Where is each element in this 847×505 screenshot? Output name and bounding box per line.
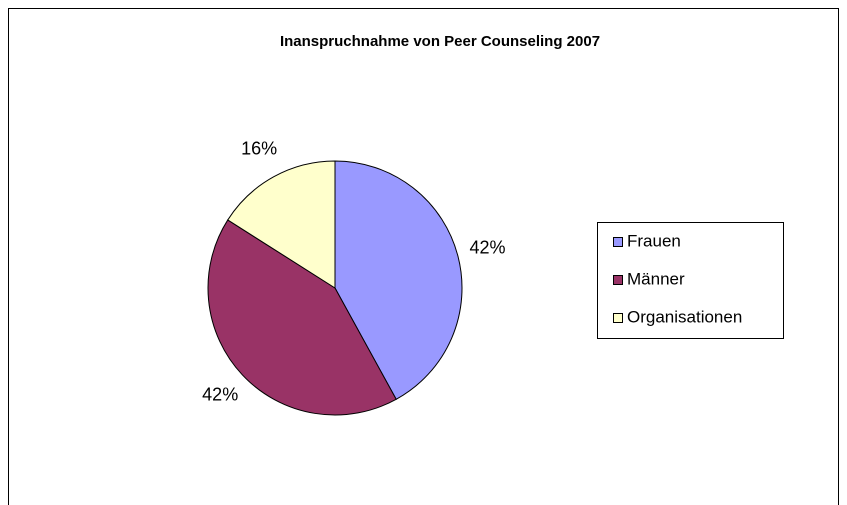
pie-slice bbox=[227, 160, 336, 289]
legend-label: Frauen bbox=[627, 231, 681, 250]
chart-title: Inanspruchnahme von Peer Counseling 2007 bbox=[280, 33, 600, 50]
data-label: 42% bbox=[202, 385, 238, 405]
legend-box bbox=[597, 222, 784, 339]
legend-label: Organisationen bbox=[627, 307, 742, 326]
legend-swatch bbox=[613, 275, 623, 285]
pie-slice bbox=[207, 219, 397, 416]
data-label: 16% bbox=[241, 139, 277, 159]
legend-label: Männer bbox=[627, 269, 685, 288]
pie-slice bbox=[334, 160, 463, 400]
legend-swatch bbox=[613, 313, 623, 323]
data-label: 42% bbox=[470, 238, 506, 258]
legend-swatch bbox=[613, 237, 623, 247]
